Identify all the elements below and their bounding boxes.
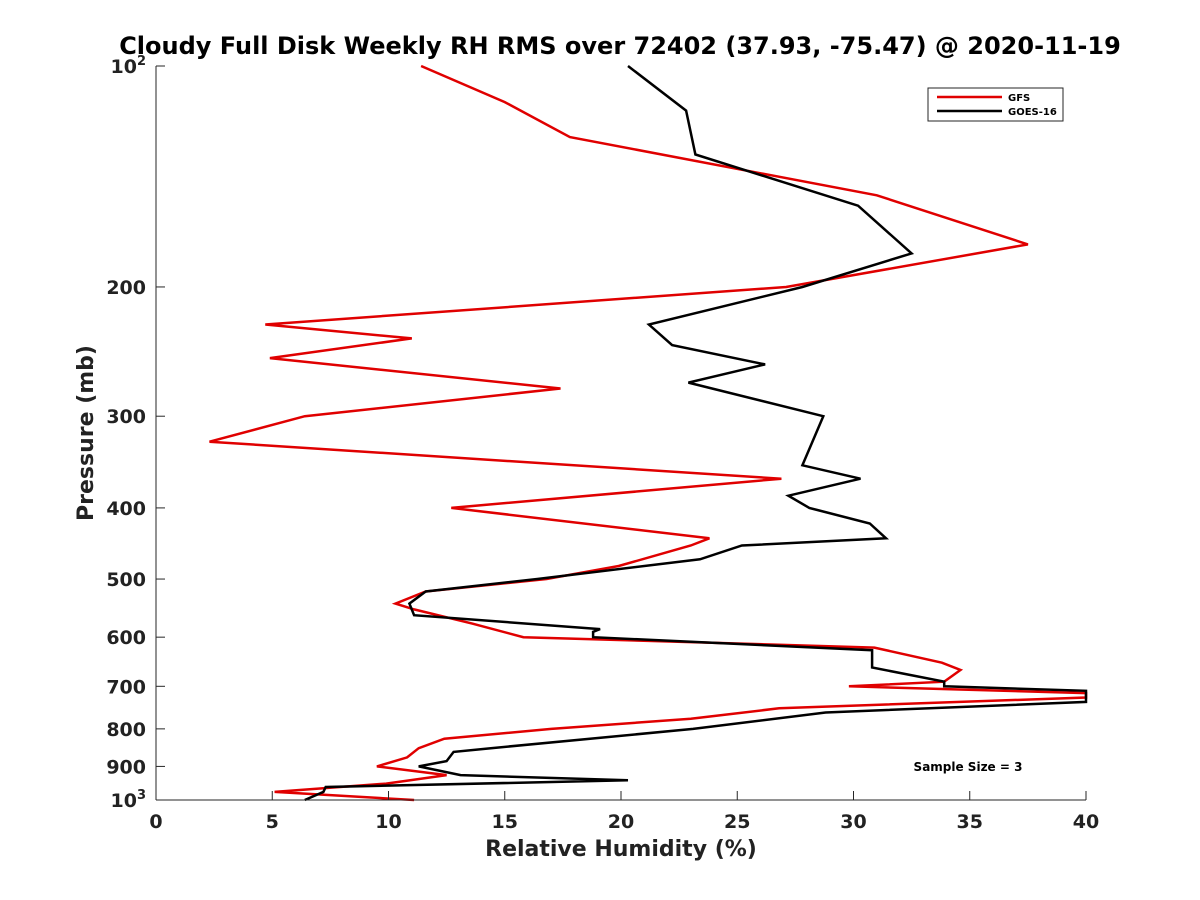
x-tick-label: 20 (608, 811, 634, 833)
x-tick-label: 10 (375, 811, 401, 833)
legend-box (927, 87, 1064, 122)
x-tick-label: 15 (492, 811, 518, 833)
series-line-gfs (209, 64, 1088, 802)
y-tick-label: 103 (111, 788, 147, 812)
x-tick-label: 25 (724, 811, 750, 833)
x-tick-label: 40 (1073, 811, 1099, 833)
x-tick-label: 0 (149, 811, 162, 833)
y-tick-label: 400 (106, 498, 146, 520)
y-tick-label: 700 (106, 676, 146, 698)
sample-size-annotation: Sample Size = 3 (914, 760, 1023, 774)
x-tick-label: 30 (840, 811, 866, 833)
y-tick-label: 900 (106, 756, 146, 778)
x-tick-label: 5 (266, 811, 279, 833)
x-axis-label: Relative Humidity (%) (485, 837, 757, 862)
legend-label-goes-16: GOES-16 (1008, 107, 1057, 118)
y-tick-label: 800 (106, 719, 146, 741)
x-tick-label: 35 (957, 811, 983, 833)
series-line-goes-16 (304, 65, 1088, 802)
legend-label-gfs: GFS (1008, 93, 1030, 104)
y-tick-label: 500 (106, 569, 146, 591)
y-tick-label: 200 (106, 277, 146, 299)
x-ticks: 0 5 10 15 20 25 30 35 40 (149, 791, 1099, 833)
y-axis-label: Pressure (mb) (74, 345, 99, 521)
y-tick-label: 102 (111, 54, 147, 78)
legend: GFS GOES-16 (927, 87, 1064, 122)
y-tick-label: 300 (106, 406, 146, 428)
y-tick-label: 600 (106, 627, 146, 649)
plot-area (156, 66, 1086, 800)
chart-title: Cloudy Full Disk Weekly RH RMS over 7240… (119, 32, 1121, 60)
y-ticks: 102 200 300 400 500 600 700 800 900 103 (106, 54, 165, 812)
series-layer (209, 64, 1088, 802)
